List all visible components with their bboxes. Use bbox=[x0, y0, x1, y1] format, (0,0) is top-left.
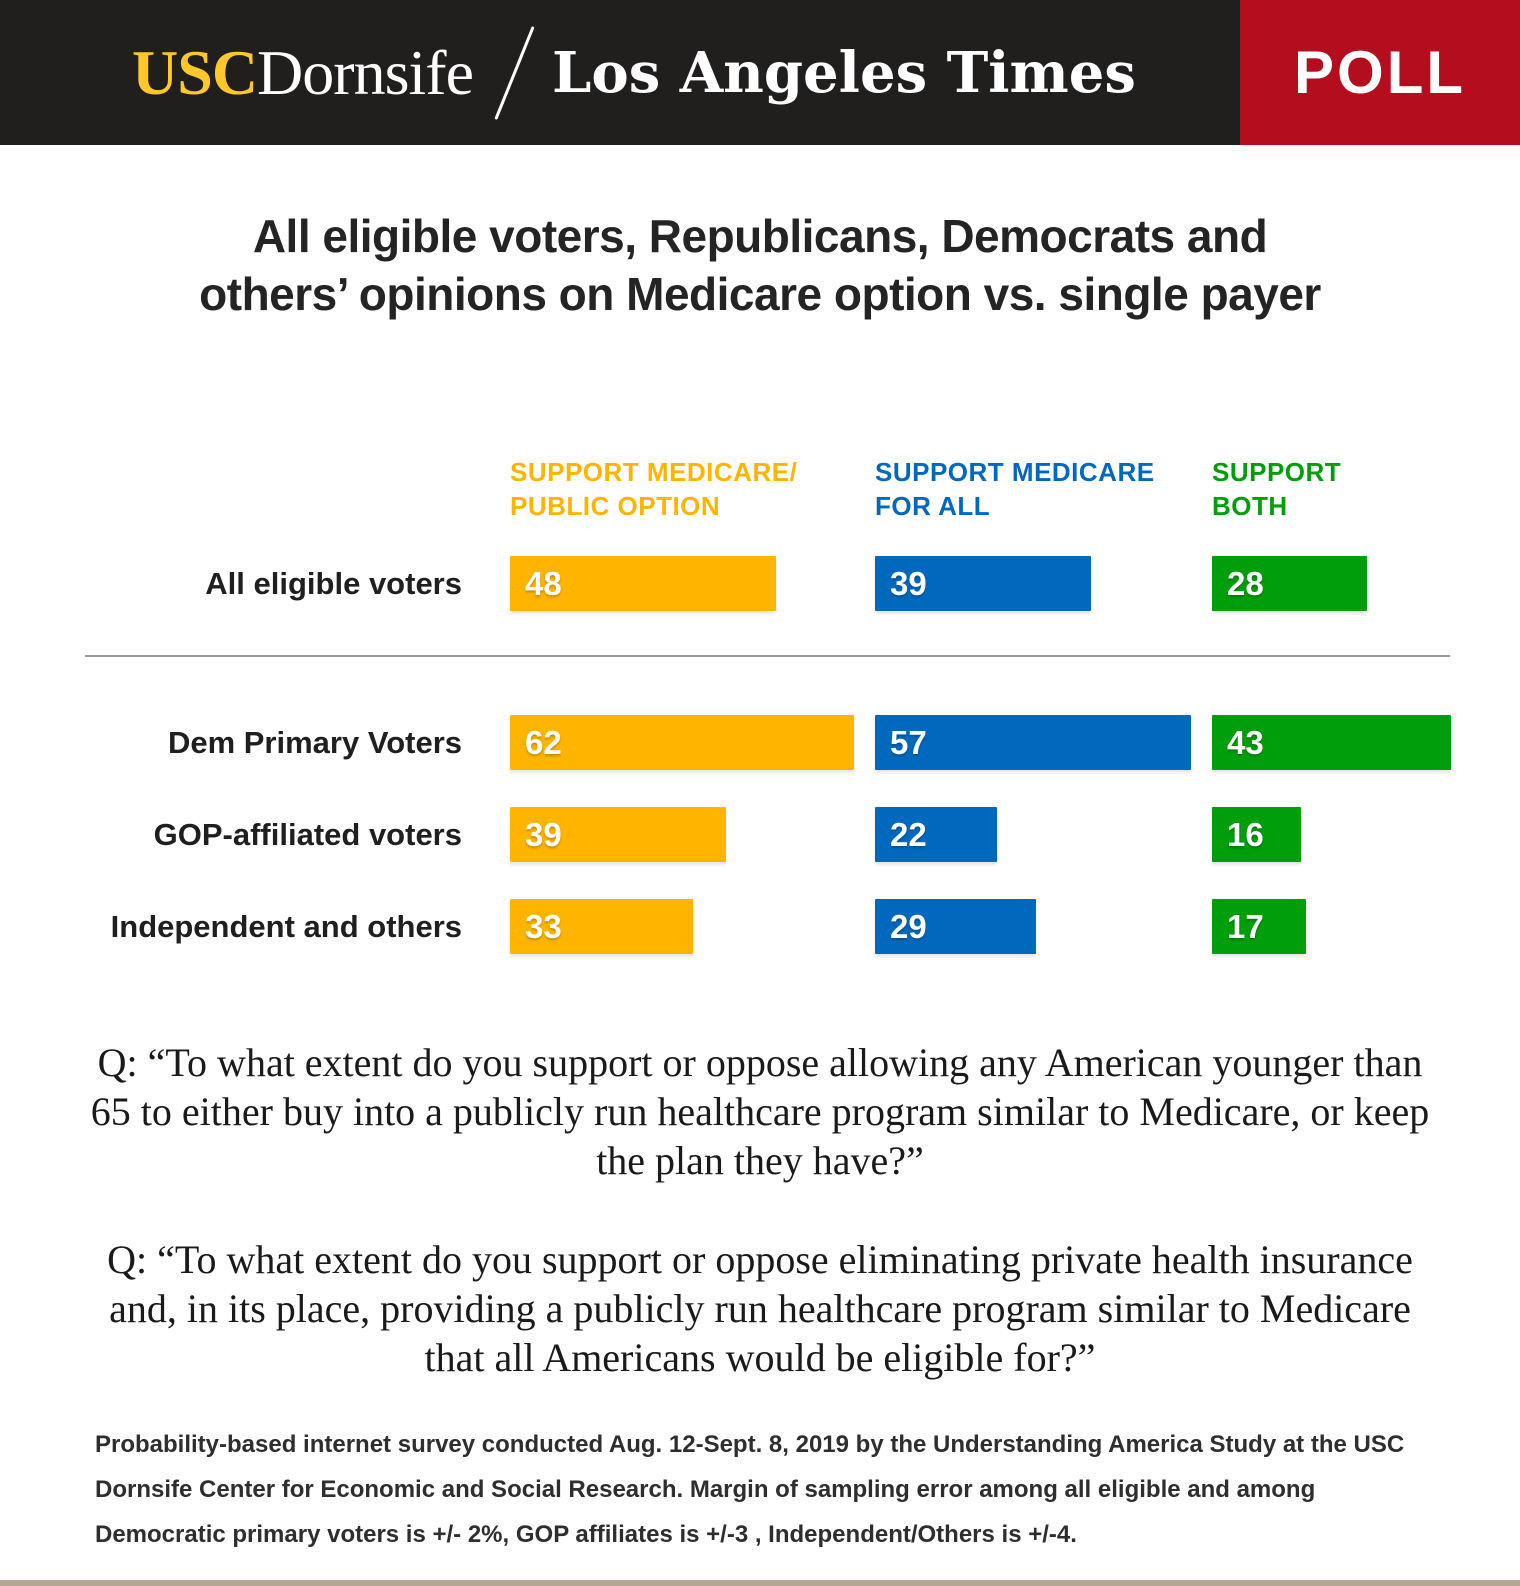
bar-medicare-for-all: 29 bbox=[875, 899, 1036, 954]
legend-medicare-for-all: SUPPORT MEDICARE FOR ALL bbox=[875, 457, 1155, 521]
row-label: GOP-affiliated voters bbox=[153, 816, 462, 852]
bar-value: 29 bbox=[890, 907, 927, 945]
poll-badge: POLL bbox=[1240, 0, 1520, 145]
bar-value: 28 bbox=[1227, 564, 1264, 602]
legend-support-both: SUPPORT BOTH bbox=[1212, 457, 1342, 521]
row-label: All eligible voters bbox=[205, 565, 462, 601]
bar-value: 62 bbox=[525, 723, 562, 761]
bar-medicare-for-all: 22 bbox=[875, 807, 997, 862]
bar-value: 17 bbox=[1227, 907, 1264, 945]
question-2: Q: “To what extent do you support or opp… bbox=[107, 1237, 1413, 1380]
la-times-logo: Los Angeles Times bbox=[551, 39, 1136, 106]
row-label: Dem Primary Voters bbox=[167, 724, 462, 760]
chart-row-independent-and-others: Independent and others 33 29 17 bbox=[95, 899, 1460, 954]
chart-legend-row: SUPPORT MEDICARE/ PUBLIC OPTION SUPPORT … bbox=[95, 455, 1460, 523]
chart-row-dem-primary-voters: Dem Primary Voters 62 57 43 bbox=[95, 715, 1460, 770]
bar-value: 48 bbox=[525, 564, 562, 602]
bar-value: 39 bbox=[890, 564, 927, 602]
bar-value: 22 bbox=[890, 815, 927, 853]
bar-support-both: 28 bbox=[1212, 556, 1367, 611]
bar-support-both: 43 bbox=[1212, 715, 1451, 770]
row-label: Independent and others bbox=[110, 908, 462, 944]
bar-support-both: 16 bbox=[1212, 807, 1301, 862]
bar-value: 39 bbox=[525, 815, 562, 853]
bar-support-both: 17 bbox=[1212, 899, 1306, 954]
bar-value: 16 bbox=[1227, 815, 1264, 853]
bar-public-option: 33 bbox=[510, 899, 693, 954]
chart-title: All eligible voters, Republicans, Democr… bbox=[199, 210, 1321, 320]
masthead-logo-area: USC Dornsife Los Angeles Times bbox=[0, 0, 1240, 145]
bar-value: 57 bbox=[890, 723, 927, 761]
bar-medicare-for-all: 39 bbox=[875, 556, 1091, 611]
methodology-note: Probability-based internet survey conduc… bbox=[95, 1431, 1405, 1548]
question-1: Q: “To what extent do you support or opp… bbox=[90, 1040, 1430, 1183]
chart-row-all-eligible-voters: All eligible voters 48 39 28 bbox=[95, 556, 1460, 611]
bar-value: 43 bbox=[1227, 723, 1264, 761]
bar-medicare-for-all: 57 bbox=[875, 715, 1191, 770]
bar-value: 33 bbox=[525, 907, 562, 945]
bar-public-option: 48 bbox=[510, 556, 776, 611]
chart-row-gop-affiliated-voters: GOP-affiliated voters 39 22 16 bbox=[95, 807, 1460, 862]
bar-public-option: 39 bbox=[510, 807, 726, 862]
grouped-bar-chart: SUPPORT MEDICARE/ PUBLIC OPTION SUPPORT … bbox=[85, 455, 1460, 954]
bottom-edge-strip bbox=[0, 1580, 1520, 1586]
bar-public-option: 62 bbox=[510, 715, 854, 770]
usc-logo: USC bbox=[132, 36, 258, 108]
section-divider bbox=[85, 655, 1450, 657]
logo-divider-slash bbox=[494, 25, 535, 120]
legend-public-option: SUPPORT MEDICARE/ PUBLIC OPTION bbox=[510, 457, 798, 521]
masthead: USC Dornsife Los Angeles Times POLL bbox=[0, 0, 1520, 145]
dornsife-logo: Dornsife bbox=[257, 36, 474, 108]
